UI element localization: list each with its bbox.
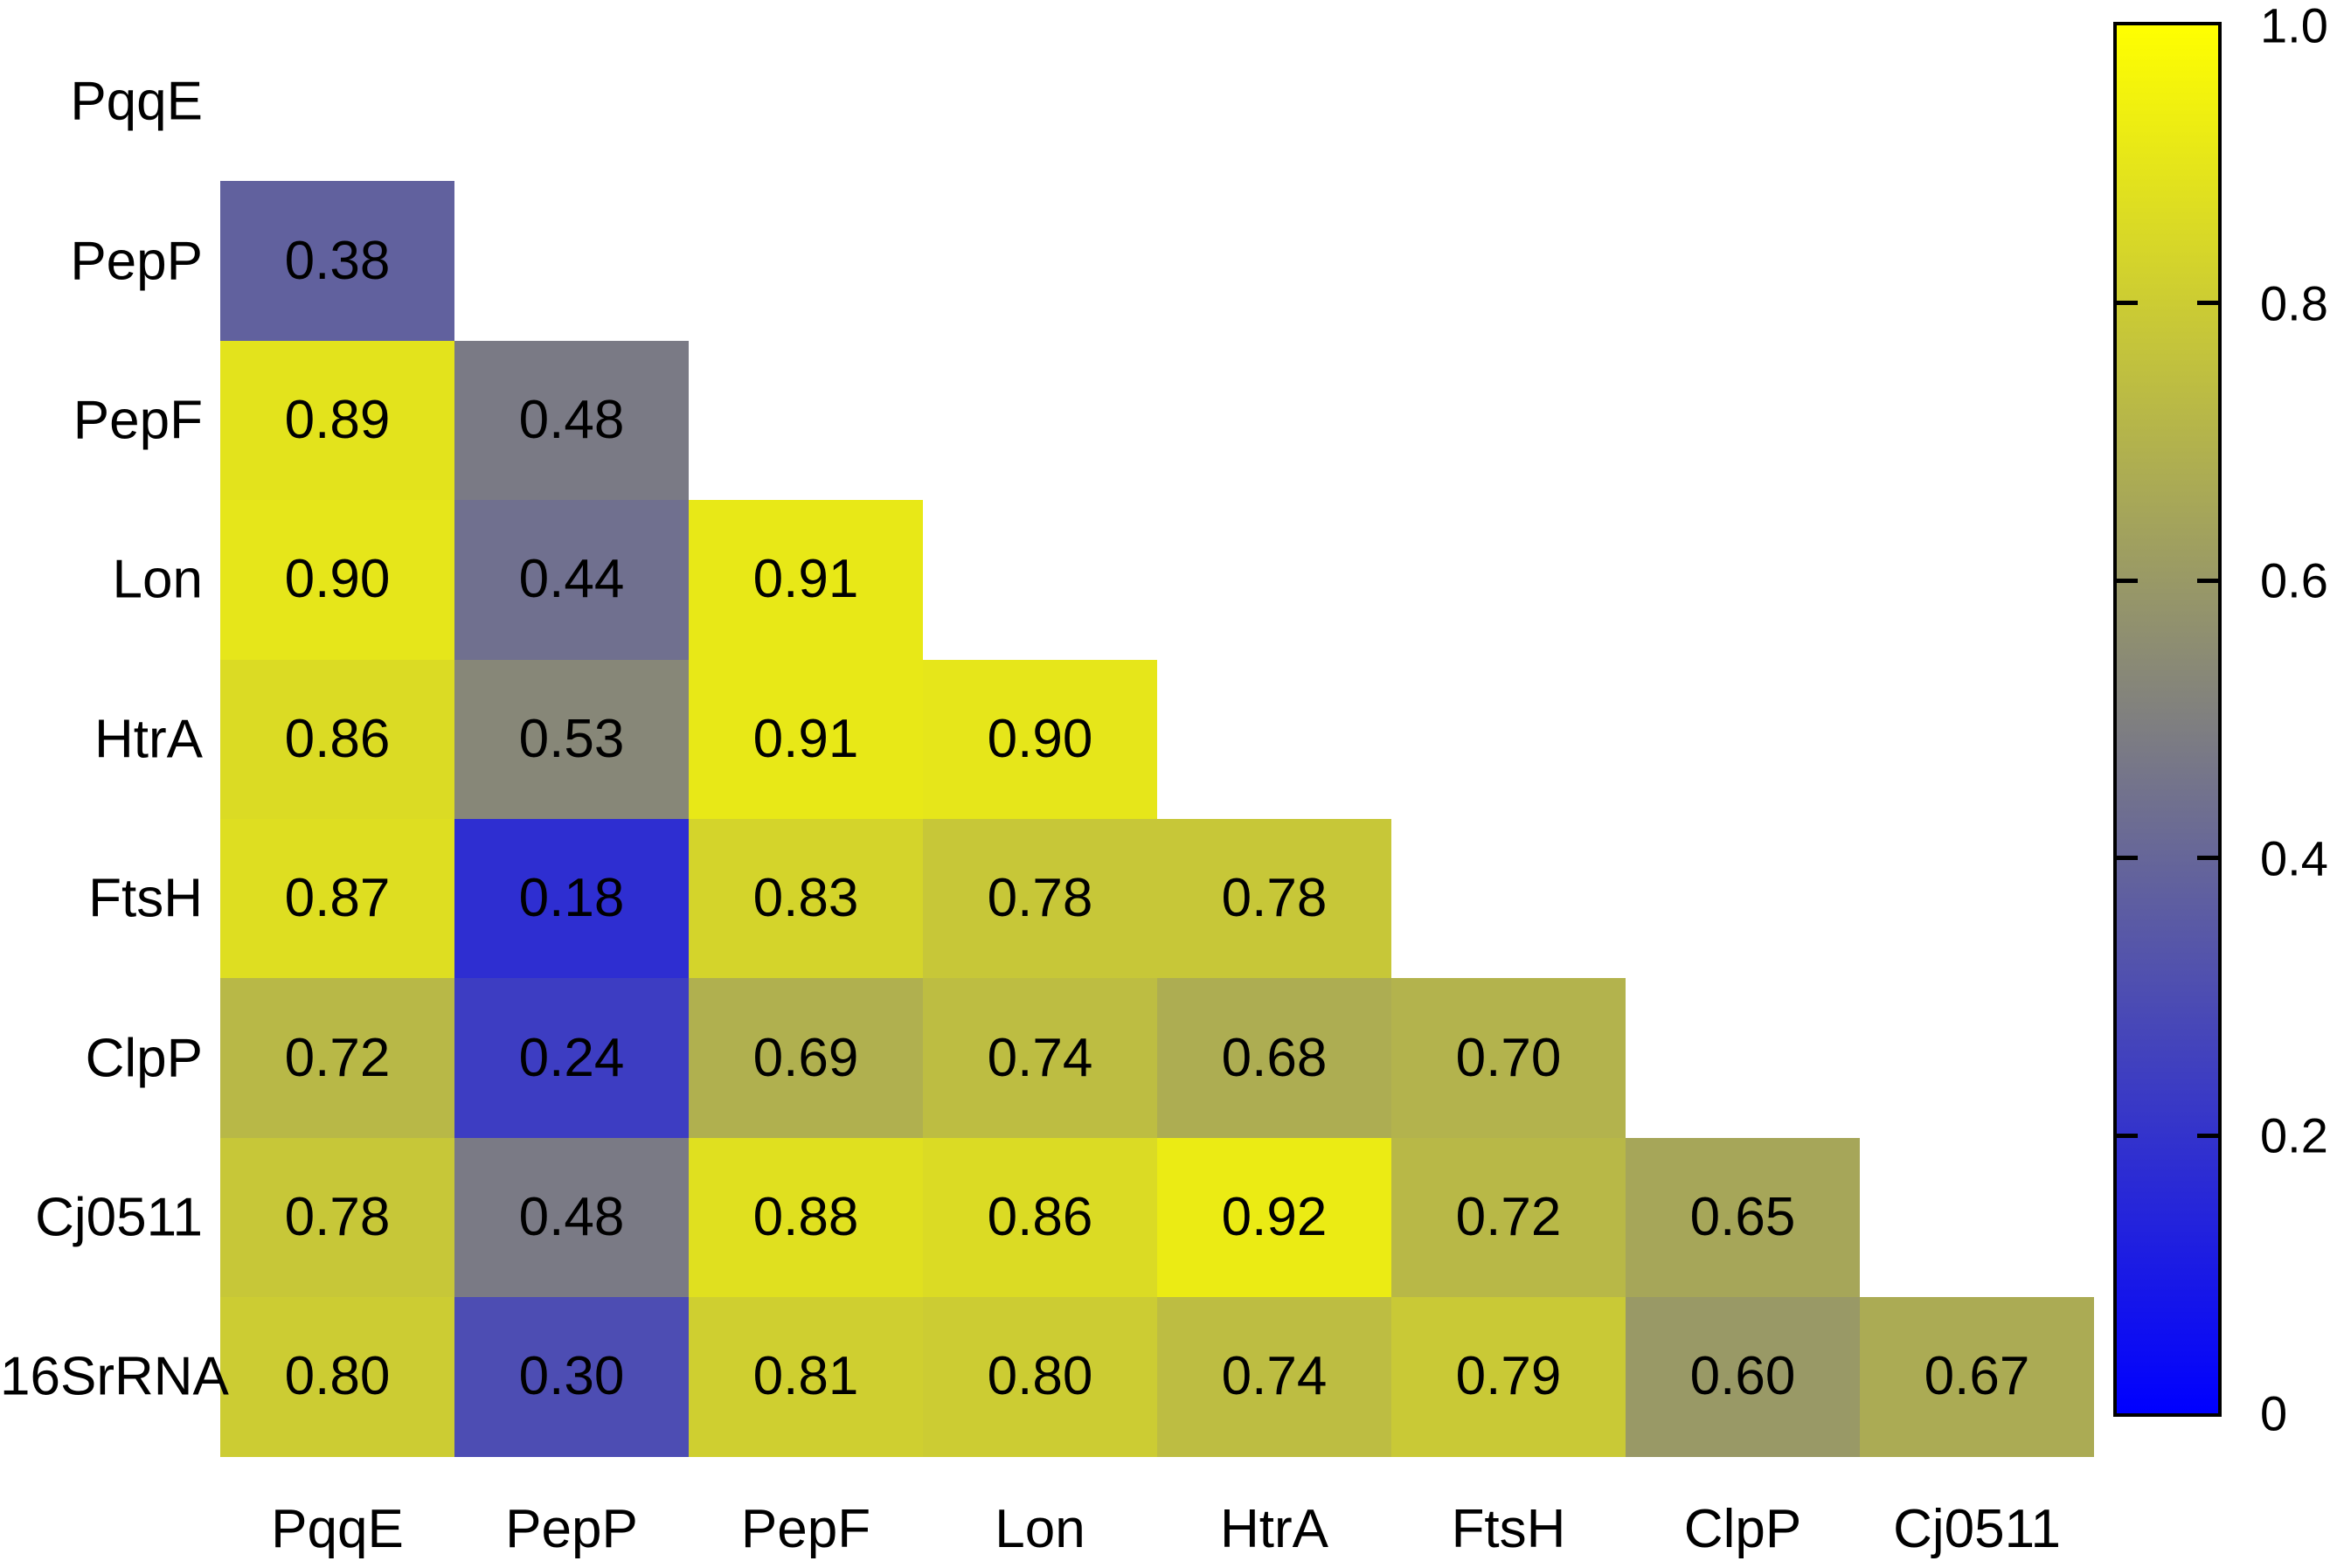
row-label-HtrA: HtrA [94, 709, 203, 770]
heatmap-cell-Cj0511-PepP: 0.48 [454, 1137, 689, 1298]
col-label-PepF: PepF [740, 1499, 871, 1559]
heatmap-cell-16SrRNA-Cj0511: 0.67 [1860, 1297, 2094, 1457]
col-label-Cj0511: Cj0511 [1893, 1499, 2061, 1559]
heatmap-cell-16SrRNA-ClpP: 0.60 [1626, 1297, 1860, 1457]
colorbar-tick-label-0: 0 [2260, 1385, 2288, 1441]
col-label-PqqE: PqqE [271, 1499, 404, 1559]
heatmap-cell-FtsH-PqqE: 0.87 [220, 819, 454, 979]
row-label-PepF: PepF [73, 390, 203, 451]
heatmap-cell-ClpP-Lon: 0.74 [923, 978, 1157, 1138]
heatmap-cell-Lon-PepP: 0.44 [454, 500, 689, 660]
row-label-FtsH: FtsH [88, 868, 203, 929]
col-label-ClpP: ClpP [1683, 1499, 1802, 1559]
col-label-Lon: Lon [995, 1499, 1085, 1559]
heatmap-cell-ClpP-PepF: 0.69 [689, 978, 923, 1138]
heatmap-cell-16SrRNA-PepF: 0.81 [689, 1297, 923, 1457]
heatmap-cell-FtsH-HtrA: 0.78 [1157, 819, 1391, 979]
heatmap-cell-ClpP-FtsH: 0.70 [1391, 978, 1626, 1138]
heatmap-cell-FtsH-PepF: 0.83 [689, 819, 923, 979]
heatmap-cell-FtsH-Lon: 0.78 [923, 819, 1157, 979]
heatmap-cell-16SrRNA-PqqE: 0.80 [220, 1297, 454, 1457]
col-label-HtrA: HtrA [1220, 1499, 1328, 1559]
row-label-Lon: Lon [112, 549, 203, 610]
colorbar-tick-0.8-right [2197, 301, 2218, 306]
heatmap-cell-16SrRNA-HtrA: 0.74 [1157, 1297, 1391, 1457]
heatmap-cell-HtrA-PepF: 0.91 [689, 659, 923, 819]
heatmap-cell-PepF-PqqE: 0.89 [220, 340, 454, 501]
colorbar-tick-0.8-left [2117, 301, 2138, 306]
colorbar-tick-0.6-right [2197, 578, 2218, 583]
heatmap-cell-ClpP-HtrA: 0.68 [1157, 978, 1391, 1138]
colorbar-tick-label-1.0: 1.0 [2260, 0, 2328, 53]
heatmap-cell-Cj0511-Lon: 0.86 [923, 1137, 1157, 1298]
row-label-PqqE: PqqE [70, 71, 203, 132]
col-label-FtsH: FtsH [1451, 1499, 1566, 1559]
colorbar-tick-label-0.2: 0.2 [2260, 1107, 2328, 1163]
row-label-Cj0511: Cj0511 [35, 1187, 203, 1248]
colorbar-tick-label-0.6: 0.6 [2260, 552, 2328, 608]
colorbar-tick-0.2-left [2117, 1133, 2138, 1138]
heatmap-cell-Cj0511-ClpP: 0.65 [1626, 1137, 1860, 1298]
heatmap-cell-HtrA-Lon: 0.90 [923, 659, 1157, 819]
heatmap-cell-16SrRNA-PepP: 0.30 [454, 1297, 689, 1457]
heatmap-cell-Cj0511-HtrA: 0.92 [1157, 1137, 1391, 1298]
heatmap-cell-HtrA-PqqE: 0.86 [220, 659, 454, 819]
heatmap-cell-16SrRNA-FtsH: 0.79 [1391, 1297, 1626, 1457]
heatmap-cell-Lon-PepF: 0.91 [689, 500, 923, 660]
colorbar-tick-0.2-right [2197, 1133, 2218, 1138]
colorbar-tick-label-0.4: 0.4 [2260, 830, 2328, 886]
colorbar [2113, 22, 2222, 1417]
row-label-16SrRNA: 16SrRNA [0, 1346, 229, 1407]
colorbar-tick-label-0.8: 0.8 [2260, 275, 2328, 331]
colorbar-tick-0.4-left [2117, 856, 2138, 861]
heatmap-cell-FtsH-PepP: 0.18 [454, 819, 689, 979]
heatmap-cell-PepP-PqqE: 0.38 [220, 181, 454, 341]
row-label-ClpP: ClpP [85, 1028, 203, 1089]
heatmap-cell-16SrRNA-Lon: 0.80 [923, 1297, 1157, 1457]
colorbar-gradient [2117, 25, 2218, 1413]
heatmap-cell-Cj0511-PqqE: 0.78 [220, 1137, 454, 1298]
colorbar-tick-0.6-left [2117, 578, 2138, 583]
heatmap-cell-Cj0511-PepF: 0.88 [689, 1137, 923, 1298]
heatmap-cell-Lon-PqqE: 0.90 [220, 500, 454, 660]
heatmap-cell-ClpP-PepP: 0.24 [454, 978, 689, 1138]
row-label-PepP: PepP [70, 231, 203, 292]
heatmap-cell-ClpP-PqqE: 0.72 [220, 978, 454, 1138]
heatmap-cell-HtrA-PepP: 0.53 [454, 659, 689, 819]
col-label-PepP: PepP [505, 1499, 638, 1559]
heatmap-cell-Cj0511-FtsH: 0.72 [1391, 1137, 1626, 1298]
heatmap-cell-PepF-PepP: 0.48 [454, 340, 689, 501]
colorbar-tick-0.4-right [2197, 856, 2218, 861]
